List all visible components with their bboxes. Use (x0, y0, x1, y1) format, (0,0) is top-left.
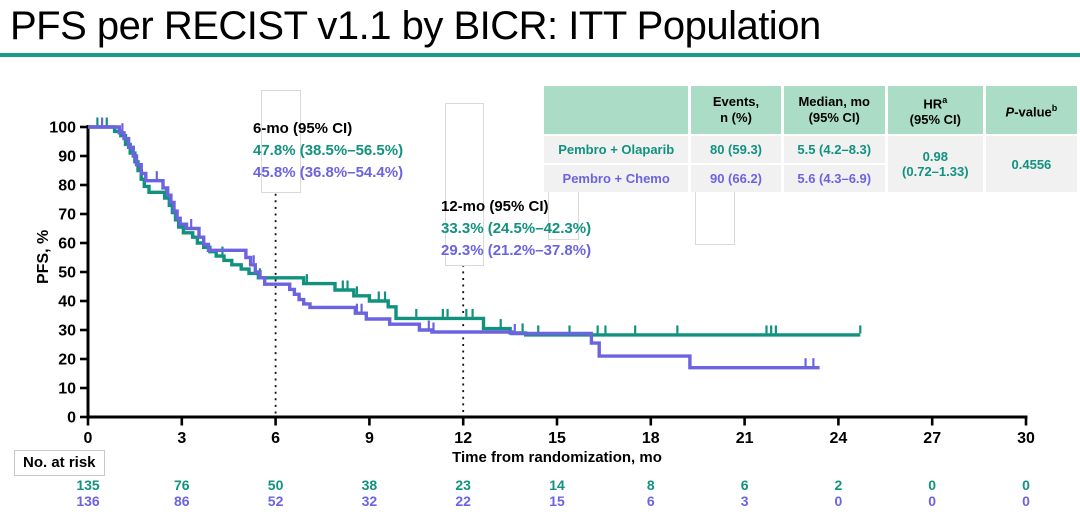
y-tick-label: 100 (49, 120, 76, 137)
at-risk-value: 135 (76, 477, 100, 493)
summary-header-empty (544, 86, 689, 134)
at-risk-value: 8 (646, 477, 655, 493)
title-underline (0, 53, 1080, 57)
x-tick-label: 21 (736, 430, 754, 447)
summary-row-chemo: Pembro + Chemo 90 (66.2) 5.6 (4.3–6.9) (544, 165, 1077, 192)
at-risk-value: 22 (455, 493, 471, 509)
summary-header-row: Events, n (%) Median, mo (95% CI) HRa (95% … (544, 86, 1077, 134)
summary-header-median: Median, mo (95% CI) (783, 86, 885, 134)
annotation-6mo: 6-mo (95% CI) 47.8% (38.5%–56.5%) 45.8% … (253, 118, 403, 184)
events-olaparib: 80 (59.3) (691, 136, 781, 163)
y-tick-label: 20 (58, 352, 76, 369)
y-tick-label: 40 (58, 294, 76, 311)
summary-row-olaparib: Pembro + Olaparib 80 (59.3) 5.5 (4.2–8.3… (544, 136, 1077, 192)
at-risk-value: 76 (174, 477, 190, 493)
x-tick-label: 24 (830, 430, 848, 447)
annotation-6mo-title: 6-mo (95% CI) (253, 120, 353, 137)
at-risk-value: 52 (267, 493, 284, 509)
summary-header-events: Events, n (%) (691, 86, 781, 134)
at-risk-value: 0 (1022, 477, 1030, 493)
x-axis-title: Time from randomization, mo (452, 449, 662, 466)
events-chemo: 90 (66.2) (691, 165, 781, 192)
at-risk-value: 0 (928, 477, 937, 493)
x-tick-label: 15 (548, 430, 566, 447)
y-tick-label: 0 (67, 410, 76, 427)
summary-header-hr: HRa (95% CI) (887, 86, 983, 134)
y-tick-label: 50 (58, 265, 76, 282)
hr-cell: 0.98 (0.72–1.33) (887, 136, 983, 192)
y-tick-label: 70 (58, 207, 76, 224)
at-risk-value: 0 (928, 493, 937, 509)
at-risk-value: 136 (76, 493, 100, 509)
empty-textbox-artifact (261, 90, 301, 193)
at-risk-value: 23 (455, 477, 471, 493)
y-tick-label: 30 (58, 323, 76, 340)
x-tick-label: 9 (365, 430, 374, 447)
at-risk-value: 38 (361, 477, 378, 493)
at-risk-value: 32 (361, 493, 378, 509)
median-chemo: 5.6 (4.3–6.9) (783, 165, 885, 192)
x-tick-label: 18 (642, 430, 660, 447)
at-risk-value: 3 (740, 493, 749, 509)
annotation-6mo-olaparib: 47.8% (38.5%–56.5%) (253, 142, 404, 159)
at-risk-value: 6 (646, 493, 655, 509)
x-tick-label: 0 (84, 430, 93, 447)
summary-header-pvalue: P-valueb (985, 86, 1077, 134)
empty-textbox-artifact (695, 189, 735, 245)
annotation-12mo: 12-mo (95% CI) 33.3% (24.5%–42.3%) 29.3%… (441, 196, 591, 262)
summary-table: Events, n (%) Median, mo (95% CI) HRa (95% … (541, 84, 1080, 194)
km-curve-purple (88, 125, 820, 370)
at-risk-value: 2 (834, 477, 843, 493)
at-risk-value: 50 (267, 477, 284, 493)
at-risk-value: 6 (740, 477, 749, 493)
at-risk-value: 0 (1022, 493, 1030, 509)
annotation-12mo-olaparib: 33.3% (24.5%–42.3%) (441, 220, 592, 237)
x-tick-label: 30 (1017, 430, 1035, 447)
at-risk-value: 0 (834, 493, 843, 509)
row-label-olaparib: Pembro + Olaparib (544, 136, 689, 163)
y-tick-label: 90 (58, 149, 76, 166)
annotation-6mo-chemo: 45.8% (36.8%–54.4%) (253, 164, 404, 181)
at-risk-value: 86 (174, 493, 190, 509)
annotation-12mo-chemo: 29.3% (21.2%–37.8%) (441, 242, 592, 259)
y-axis-title: PFS, % (35, 229, 52, 284)
empty-textbox-artifact (445, 103, 484, 266)
at-risk-value: 15 (549, 493, 565, 509)
x-tick-label: 12 (454, 430, 472, 447)
x-tick-label: 3 (177, 430, 186, 447)
at-risk-value: 14 (549, 477, 565, 493)
pvalue-cell: 0.4556 (985, 136, 1077, 192)
x-tick-label: 27 (923, 430, 941, 447)
page-title: PFS per RECIST v1.1 by BICR: ITT Populat… (10, 4, 821, 48)
annotation-12mo-title: 12-mo (95% CI) (441, 198, 549, 215)
x-tick-label: 6 (271, 430, 280, 447)
y-tick-label: 80 (58, 178, 76, 195)
no-at-risk-label: No. at risk (14, 450, 105, 476)
row-label-chemo: Pembro + Chemo (544, 165, 689, 192)
y-tick-label: 60 (58, 236, 76, 253)
y-tick-label: 10 (58, 381, 76, 398)
median-olaparib: 5.5 (4.2–8.3) (783, 136, 885, 163)
